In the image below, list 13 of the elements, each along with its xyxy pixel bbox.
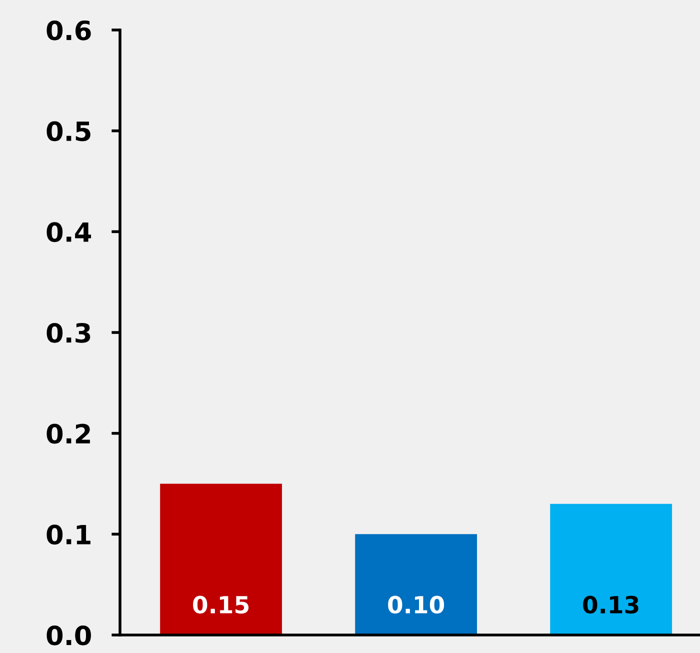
- y-tick-label: 0.5: [46, 121, 90, 142]
- y-tick-label: 0.0: [46, 625, 91, 646]
- bar: [550, 504, 672, 635]
- y-tick-label: 0.1: [46, 524, 90, 545]
- y-tick-label: 0.6: [46, 20, 91, 40]
- data-label: 0.15: [193, 596, 248, 614]
- data-label: 0.10: [388, 596, 444, 614]
- y-tick-label: 0.3: [46, 322, 90, 343]
- data-label: 0.13: [583, 596, 638, 614]
- y-tick-label: 0.4: [46, 222, 92, 242]
- bar: [160, 484, 282, 635]
- y-tick-label: 0.2: [46, 424, 90, 444]
- bar: [355, 534, 477, 635]
